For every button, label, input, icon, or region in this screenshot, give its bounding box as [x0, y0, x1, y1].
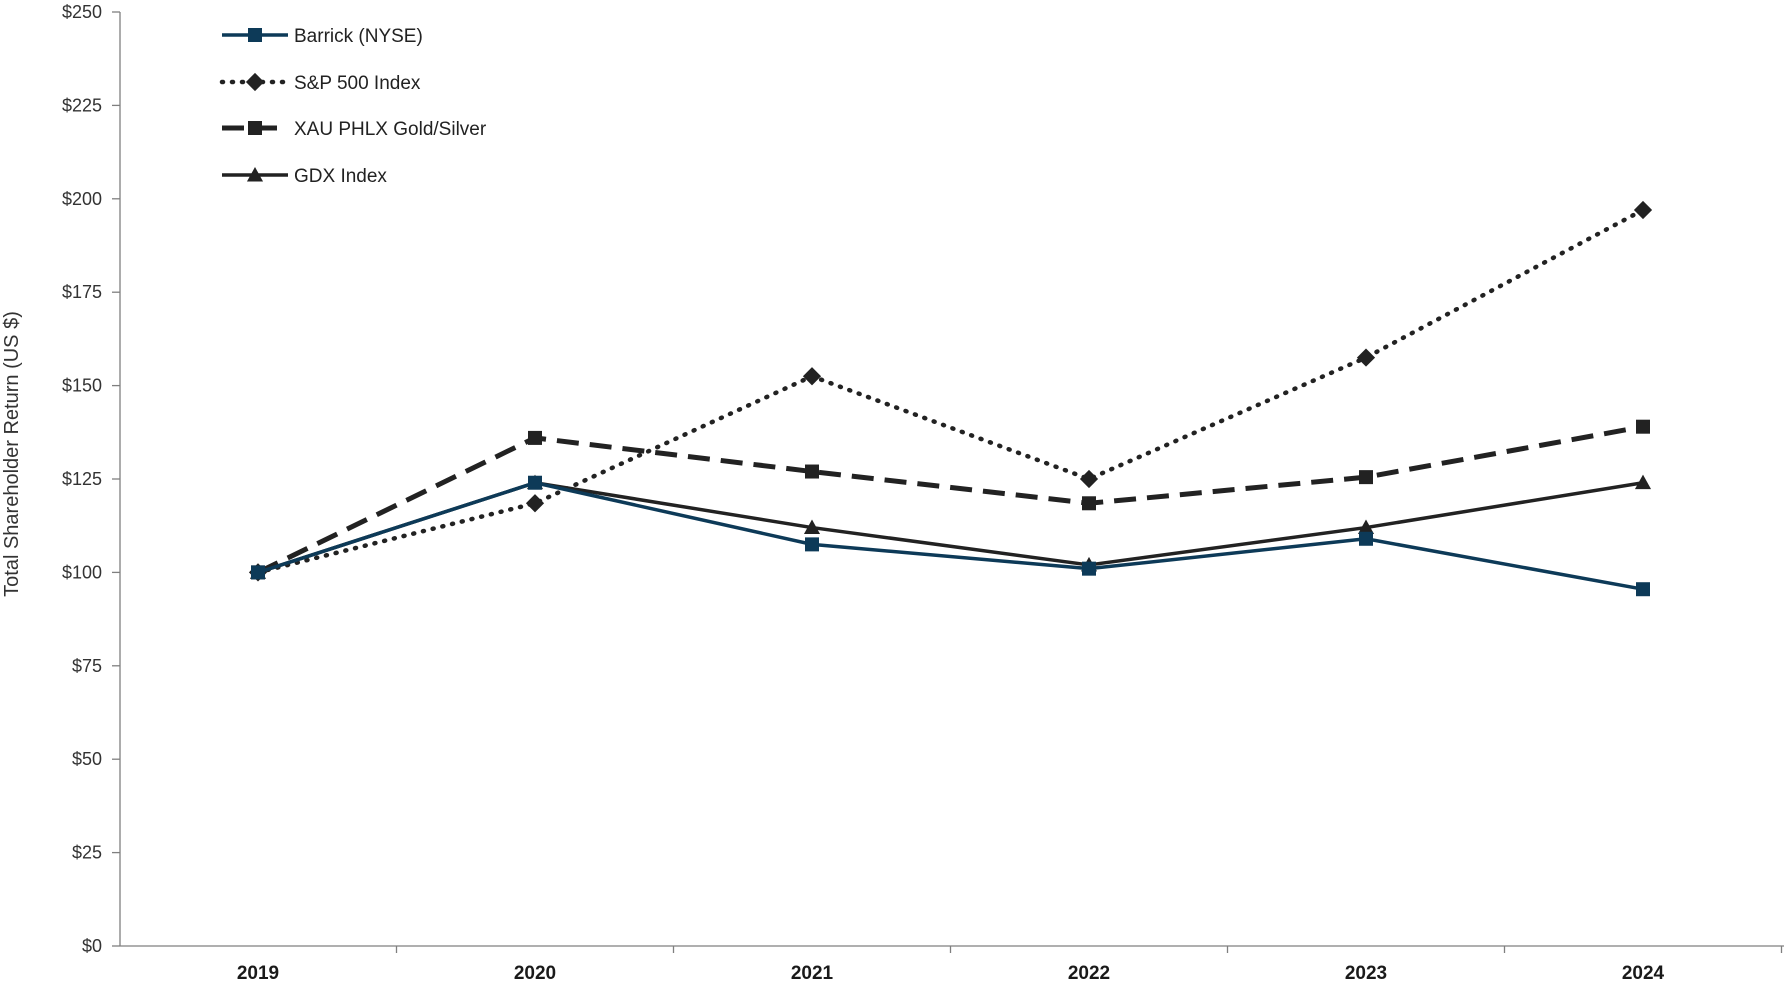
y-tick-label: $175: [62, 282, 102, 302]
series-barrick-nyse: [251, 475, 1650, 597]
y-tick-label: $100: [62, 562, 102, 582]
series-line: [255, 207, 1646, 575]
data-point-marker: [528, 475, 542, 490]
legend-marker: [248, 28, 262, 42]
legend-item-s-p-500-index: S&P 500 Index: [219, 72, 421, 94]
legend: Barrick (NYSE) S&P 500 Index XAU PHLX Gold…: [219, 26, 487, 187]
legend-item-barrick-nyse: Barrick (NYSE): [222, 26, 423, 47]
series-line: [257, 480, 1644, 575]
y-tick-label: $50: [72, 749, 102, 769]
data-point-marker: [802, 367, 822, 386]
data-point-marker: [805, 464, 819, 479]
series-s-p-500-index: [248, 200, 1653, 582]
legend-label: S&P 500 Index: [294, 73, 421, 94]
y-tick-label: $75: [72, 656, 102, 676]
data-point-marker: [1636, 419, 1650, 434]
data-point-marker: [1633, 200, 1653, 220]
legend-marker: [246, 166, 264, 182]
data-point-marker: [1359, 470, 1373, 485]
y-tick-label: $150: [62, 376, 102, 396]
data-point-marker: [525, 494, 545, 513]
data-point-marker: [805, 537, 819, 552]
data-point-marker: [1356, 348, 1376, 367]
y-tick-label: $0: [82, 936, 102, 956]
legend-item-xau-phlx-gold-silver: XAU PHLX Gold/Silver: [222, 119, 487, 140]
y-tick-label: $250: [62, 2, 102, 22]
x-tick-label: 2019: [237, 963, 279, 984]
series-line: [257, 480, 1644, 591]
x-tick-label: 2022: [1068, 963, 1110, 984]
data-point-marker: [1082, 496, 1096, 511]
legend-marker: [245, 72, 265, 92]
legend-label: GDX Index: [294, 166, 387, 187]
data-point-marker: [1634, 474, 1652, 490]
data-point-marker: [1079, 469, 1099, 489]
legend-label: XAU PHLX Gold/Silver: [294, 119, 487, 140]
data-point-marker: [803, 519, 821, 535]
y-tick-label: $225: [62, 95, 102, 115]
x-tick-label: 2024: [1622, 963, 1665, 984]
x-tick-label: 2023: [1345, 963, 1387, 984]
x-tick-label: 2020: [514, 963, 556, 984]
data-point-marker: [1359, 531, 1373, 546]
data-point-marker: [251, 565, 265, 580]
y-tick-label: $25: [72, 843, 102, 863]
y-axis-title: Total Shareholder Return (US $): [1, 311, 23, 597]
y-tick-label: $125: [62, 469, 102, 489]
series-lines: [248, 200, 1653, 597]
series-line: [256, 424, 1644, 575]
data-point-marker: [1357, 519, 1375, 535]
x-tick-label: 2021: [791, 963, 834, 984]
data-point-marker: [1082, 561, 1096, 576]
data-point-marker: [1636, 582, 1650, 597]
legend-item-gdx-index: GDX Index: [222, 166, 387, 187]
legend-marker: [248, 121, 262, 135]
data-point-marker: [528, 430, 542, 445]
y-tick-label: $200: [62, 189, 102, 209]
series-gdx-index: [249, 474, 1652, 579]
axes: $0 $25 $50 $75 $100 $125 $150 $175 $200 $225 $250 2…: [62, 2, 1784, 984]
legend-label: Barrick (NYSE): [294, 26, 423, 47]
